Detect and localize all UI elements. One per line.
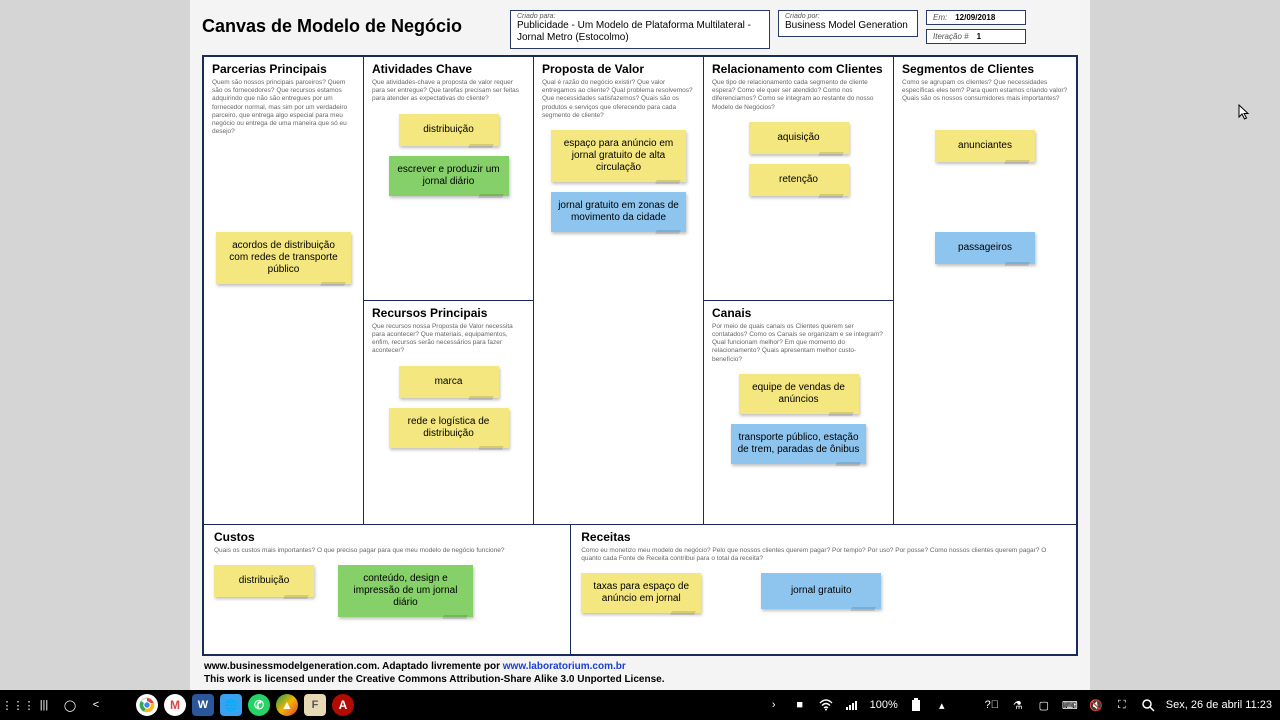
keyboard-icon[interactable]: ⌨ [1062, 697, 1078, 713]
sticky-note[interactable]: rede e logística de distribuição [389, 408, 509, 448]
fullscreen-icon[interactable]: ⛶ [1114, 697, 1130, 713]
notes-receitas: taxas para espaço de anúncio em jornal jo… [581, 569, 1066, 613]
recent-icon[interactable]: ||| [34, 695, 54, 715]
battery-icon[interactable] [908, 697, 924, 713]
flask-icon[interactable]: ⚗ [1010, 697, 1026, 713]
header-criado-por: Criado por: Business Model Generation [778, 10, 918, 37]
notes-cs: anunciantes passageiros [902, 110, 1068, 264]
browser-icon[interactable]: 🌐 [220, 694, 242, 716]
footer: www.businessmodelgeneration.com. Adaptad… [202, 656, 1078, 686]
sticky-note[interactable]: aquisição [749, 122, 849, 154]
chrome-icon[interactable] [136, 694, 158, 716]
battery-text: 100% [870, 699, 898, 711]
notes-ac: distribuição escrever e produzir um jorna… [372, 110, 525, 196]
notes-cn: equipe de vendas de anúncios transporte p… [712, 370, 885, 464]
pdf-icon[interactable]: A [332, 694, 354, 716]
sticky-note[interactable]: anunciantes [935, 130, 1035, 162]
expand-icon[interactable]: › [766, 697, 782, 713]
sticky-note[interactable]: retenção [749, 164, 849, 196]
cell-cost-structure: Custos Quais os custos mais importantes?… [204, 525, 570, 654]
cell-channels: Canais Por meio de quais canais os Clien… [704, 300, 893, 524]
taskbar: ⋮⋮⋮ ||| ◯ < M W 🌐 ✆ ▲ F A › ■ 100% ▴ ?⃝ … [0, 690, 1280, 720]
cell-customer-segments: Segmentos de Clientes Como se agrupam os… [894, 57, 1076, 524]
notes-custos: distribuição conteúdo, design e impressão… [214, 561, 560, 617]
col-activities-resources: Atividades Chave Que atividades-chave a … [364, 57, 534, 524]
notes-rp: marca rede e logística de distribuição [372, 362, 525, 448]
notes-vp: espaço para anúncio em jornal gratuito d… [542, 126, 695, 232]
footer-link[interactable]: www.laboratorium.com.br [503, 661, 626, 672]
word-icon[interactable]: W [192, 694, 214, 716]
camera-icon[interactable]: ■ [792, 697, 808, 713]
sticky-note[interactable]: conteúdo, design e impressão de um jorna… [338, 565, 473, 617]
sticky-note[interactable]: jornal gratuito [761, 573, 881, 609]
sticky-note[interactable]: transporte público, estação de trem, par… [731, 424, 866, 464]
sticky-note[interactable]: equipe de vendas de anúncios [739, 374, 859, 414]
apps-icon[interactable]: ⋮⋮⋮ [8, 695, 28, 715]
notes-pp: acordos de distribuição com redes de tra… [212, 142, 355, 284]
cell-key-resources: Recursos Principais Que recursos nossa P… [364, 300, 533, 524]
col-customer-segments: Segmentos de Clientes Como se agrupam os… [894, 57, 1076, 524]
signal-icon[interactable] [844, 697, 860, 713]
col-relationships-channels: Relacionamento com Clientes Que tipo de … [704, 57, 894, 524]
up-icon[interactable]: ▴ [934, 697, 950, 713]
sticky-note[interactable]: distribuição [399, 114, 499, 146]
sticky-note[interactable]: taxas para espaço de anúncio em jornal [581, 573, 701, 613]
canvas-top-row: Parcerias Principais Quem são nossos pri… [204, 57, 1076, 524]
header-meta: Em: 12/09/2018 Iteração # 1 [926, 10, 1026, 44]
cell-key-activities: Atividades Chave Que atividades-chave a … [364, 57, 533, 300]
page: Canvas de Modelo de Negócio Criado para:… [190, 0, 1090, 690]
sticky-note[interactable]: acordos de distribuição com redes de tra… [216, 232, 351, 284]
canvas-bottom-row: Custos Quais os custos mais importantes?… [204, 524, 1076, 654]
clock-text: Sex, 26 de abril 11:23 [1166, 699, 1272, 711]
mouse-cursor [1238, 104, 1250, 122]
header-iteration: Iteração # 1 [926, 29, 1026, 44]
col-key-partners: Parcerias Principais Quem são nossos pri… [204, 57, 364, 524]
cast-icon[interactable]: ▢ [1036, 697, 1052, 713]
page-title: Canvas de Modelo de Negócio [202, 10, 502, 37]
cell-key-partners: Parcerias Principais Quem são nossos pri… [204, 57, 363, 524]
files-icon[interactable]: F [304, 694, 326, 716]
help-icon[interactable]: ?⃝ [984, 697, 1000, 713]
header-row: Canvas de Modelo de Negócio Criado para:… [202, 10, 1078, 49]
sticky-note[interactable]: distribuição [214, 565, 314, 597]
cell-value-proposition: Proposta de Valor Qual é razão do negóci… [534, 57, 703, 524]
sticky-note[interactable]: escrever e produzir um jornal diário [389, 156, 509, 196]
sticky-note[interactable]: passageiros [935, 232, 1035, 264]
col-value-proposition: Proposta de Valor Qual é razão do negóci… [534, 57, 704, 524]
gmail-icon[interactable]: M [164, 694, 186, 716]
notes-rc: aquisição retenção [712, 118, 885, 196]
cell-customer-relationships: Relacionamento com Clientes Que tipo de … [704, 57, 893, 300]
home-icon[interactable]: ◯ [60, 695, 80, 715]
mute-icon[interactable]: 🔇 [1088, 697, 1104, 713]
bmc-canvas: Parcerias Principais Quem são nossos pri… [202, 55, 1078, 656]
sticky-note[interactable]: marca [399, 366, 499, 398]
drive-icon[interactable]: ▲ [276, 694, 298, 716]
back-icon[interactable]: < [86, 695, 106, 715]
header-criado-para: Criado para: Publicidade - Um Modelo de … [510, 10, 770, 49]
header-date: Em: 12/09/2018 [926, 10, 1026, 25]
taskbar-right: › ■ 100% ▴ ?⃝ ⚗ ▢ ⌨ 🔇 ⛶ Sex, 26 de abril… [766, 697, 1272, 713]
wifi-icon[interactable] [818, 697, 834, 713]
search-icon[interactable] [1140, 697, 1156, 713]
sticky-note[interactable]: jornal gratuito em zonas de movimento da… [551, 192, 686, 232]
sticky-note[interactable]: espaço para anúncio em jornal gratuito d… [551, 130, 686, 182]
cell-revenue-streams: Receitas Como eu monetizo meu modelo de … [570, 525, 1076, 654]
whatsapp-icon[interactable]: ✆ [248, 694, 270, 716]
